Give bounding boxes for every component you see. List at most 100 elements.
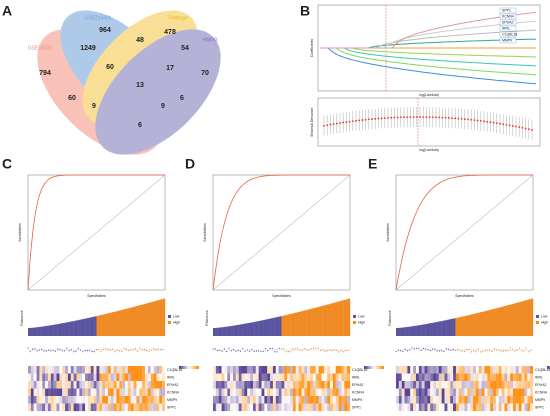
heat-cell bbox=[278, 403, 282, 412]
heat-cell bbox=[45, 403, 49, 412]
heat-cell bbox=[127, 388, 131, 397]
cv-point bbox=[406, 116, 409, 119]
heat-cell bbox=[272, 396, 276, 404]
heat-cell bbox=[435, 403, 439, 412]
heat-cell bbox=[510, 396, 514, 404]
risk-bar bbox=[423, 324, 426, 336]
heat-cell bbox=[230, 396, 234, 404]
risk-bar bbox=[87, 317, 90, 336]
heat-cell bbox=[96, 373, 100, 382]
strip-point bbox=[404, 348, 406, 350]
heat-cell bbox=[507, 373, 511, 382]
heat-cell bbox=[221, 396, 225, 404]
heat-cell bbox=[275, 388, 279, 397]
panel-label: A bbox=[2, 3, 12, 19]
heat-cell bbox=[527, 388, 531, 397]
heat-cell bbox=[150, 388, 154, 397]
heat-cell bbox=[513, 396, 516, 404]
heat-cell bbox=[335, 366, 339, 374]
heat-cell bbox=[82, 388, 86, 397]
strip-point bbox=[61, 350, 63, 352]
heat-cell bbox=[447, 366, 451, 374]
heat-cell bbox=[413, 396, 417, 404]
strip-point bbox=[246, 349, 248, 351]
heat-cell bbox=[396, 403, 399, 412]
heat-cell bbox=[258, 403, 262, 412]
heat-cell bbox=[401, 366, 405, 374]
heat-cell bbox=[99, 403, 103, 412]
heat-cell bbox=[36, 373, 40, 382]
heat-cell bbox=[513, 381, 516, 389]
heat-cell bbox=[424, 388, 428, 397]
strip-point bbox=[445, 348, 447, 350]
strip-point bbox=[514, 350, 516, 352]
heat-cell bbox=[490, 381, 494, 389]
gene-tag bbox=[499, 13, 517, 20]
heat-cell bbox=[28, 396, 31, 404]
strip-point bbox=[511, 348, 514, 350]
heat-cell bbox=[467, 366, 471, 374]
strip-point bbox=[111, 348, 114, 350]
strip-point bbox=[463, 350, 466, 353]
heat-cell bbox=[130, 381, 134, 389]
heat-cell bbox=[79, 381, 83, 389]
heat-cell bbox=[281, 396, 285, 404]
risk-bar bbox=[162, 298, 166, 336]
heat-cell bbox=[153, 396, 157, 404]
cv-point bbox=[339, 122, 341, 124]
heat-cell bbox=[62, 388, 66, 397]
heat-cell bbox=[433, 403, 437, 412]
heat-cell bbox=[107, 373, 111, 382]
risk-bar bbox=[78, 319, 81, 336]
heat-cell bbox=[30, 381, 34, 389]
heat-cell bbox=[275, 366, 279, 374]
strip-point bbox=[244, 351, 246, 353]
heat-cell bbox=[295, 373, 299, 382]
risk-bar bbox=[233, 325, 237, 336]
heat-cell bbox=[258, 396, 262, 404]
heat-cell bbox=[59, 403, 63, 412]
strip-point bbox=[486, 349, 488, 351]
heat-cell bbox=[332, 381, 336, 389]
cv-point bbox=[387, 116, 389, 119]
coef-path bbox=[320, 47, 537, 58]
heat-cell bbox=[418, 366, 422, 374]
heat-cell bbox=[250, 381, 254, 389]
heat-cell bbox=[498, 403, 502, 412]
cv-point bbox=[524, 127, 527, 130]
heat-cell bbox=[227, 373, 231, 382]
heat-cell bbox=[42, 396, 46, 404]
strip-point bbox=[406, 350, 409, 352]
risk-bar bbox=[101, 314, 104, 336]
heat-cell bbox=[224, 403, 228, 412]
diagonal bbox=[27, 174, 166, 291]
heat-cell bbox=[62, 373, 66, 382]
heat-cell bbox=[250, 388, 254, 397]
heat-cell bbox=[521, 396, 525, 404]
strip-point bbox=[109, 349, 111, 351]
heat-cell bbox=[344, 396, 348, 404]
heat-cell bbox=[478, 381, 482, 389]
heat-cell bbox=[241, 388, 245, 397]
heat-cell bbox=[93, 366, 97, 374]
strip-point bbox=[322, 349, 324, 351]
heat-cell bbox=[70, 388, 74, 397]
risk-bar bbox=[322, 305, 326, 336]
strip-point bbox=[43, 350, 45, 352]
strip-point bbox=[232, 349, 235, 351]
cv-point bbox=[511, 125, 514, 127]
heat-cell bbox=[455, 381, 459, 389]
set-label: HMRG bbox=[202, 37, 217, 43]
strip-point bbox=[157, 348, 159, 350]
heat-cell bbox=[258, 366, 262, 374]
heat-cell bbox=[527, 396, 531, 404]
heat-cell bbox=[42, 366, 46, 374]
heat-cell bbox=[321, 366, 325, 374]
heat-cell bbox=[398, 396, 402, 404]
risk-bar bbox=[126, 308, 129, 336]
risk-bar bbox=[59, 323, 63, 336]
heat-cell bbox=[139, 373, 143, 382]
strip-point bbox=[498, 349, 500, 351]
risk-bar bbox=[242, 323, 246, 336]
heat-cell bbox=[427, 381, 431, 389]
